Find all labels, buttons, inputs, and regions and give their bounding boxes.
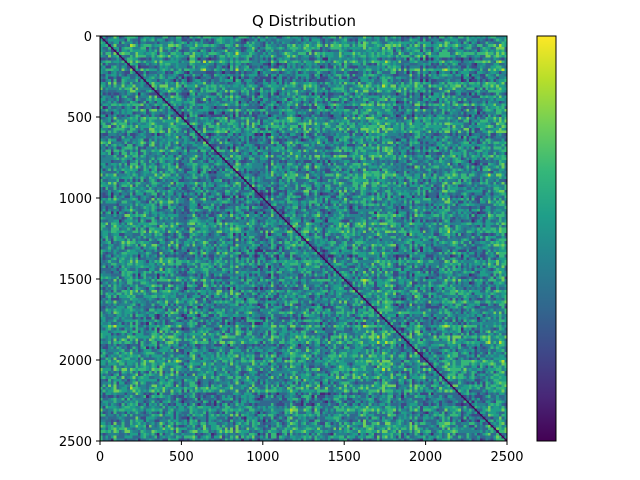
x-tick-label: 500: [169, 450, 194, 465]
x-axis: 0 500 1000 1500 2000 2500: [96, 441, 524, 465]
heatmap-diagonal: [99, 35, 508, 442]
x-tick-label: 2000: [409, 450, 442, 465]
colorbar: [536, 35, 557, 442]
colorbar-gradient: [537, 36, 556, 441]
y-tick-label: 1500: [59, 273, 92, 288]
chart-title: Q Distribution: [252, 12, 356, 30]
x-tick-label: 2500: [490, 450, 523, 465]
y-axis: 0 500 1000 1500 2000 2500: [59, 30, 100, 450]
colorbar-frame: [536, 35, 557, 442]
heatmap-plot-area: [99, 35, 508, 442]
x-tick-label: 0: [96, 450, 104, 465]
y-tick-label: 2000: [59, 354, 92, 369]
heatmap-frame: [99, 35, 508, 442]
y-tick-label: 0: [84, 30, 92, 45]
y-tick-label: 2500: [59, 435, 92, 450]
y-tick-label: 500: [67, 111, 92, 126]
x-tick-label: 1000: [246, 450, 279, 465]
y-tick-label: 1000: [59, 192, 92, 207]
x-tick-label: 1500: [328, 450, 361, 465]
